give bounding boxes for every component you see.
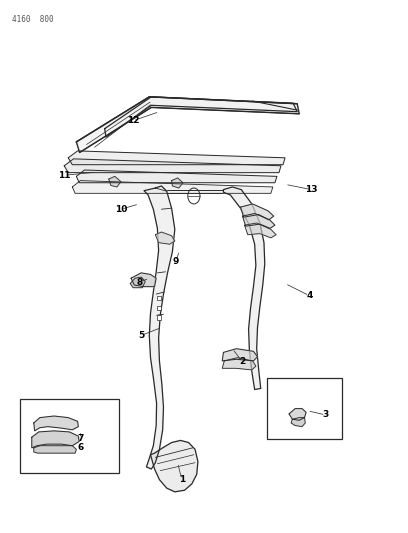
Text: 6: 6 [77, 443, 84, 453]
Bar [267, 378, 342, 439]
Polygon shape [222, 358, 256, 370]
Polygon shape [242, 214, 275, 228]
Text: 9: 9 [173, 257, 179, 265]
Polygon shape [68, 151, 285, 165]
Text: 7: 7 [77, 434, 84, 443]
Text: 11: 11 [58, 171, 71, 180]
Text: 3: 3 [322, 410, 329, 419]
Text: 1: 1 [179, 475, 185, 484]
Text: 2: 2 [239, 358, 246, 367]
Polygon shape [64, 159, 281, 173]
Polygon shape [151, 440, 198, 492]
Bar [157, 306, 161, 310]
Text: 4160  800: 4160 800 [11, 14, 53, 23]
Text: 13: 13 [305, 185, 318, 194]
Polygon shape [76, 170, 277, 183]
Polygon shape [105, 97, 297, 137]
Polygon shape [72, 181, 273, 193]
Polygon shape [155, 232, 175, 244]
Polygon shape [32, 431, 79, 448]
Polygon shape [291, 418, 305, 426]
Polygon shape [144, 186, 175, 469]
Polygon shape [222, 349, 257, 361]
Polygon shape [131, 273, 156, 287]
Bar [157, 296, 161, 301]
Polygon shape [34, 446, 76, 453]
Text: 10: 10 [115, 205, 127, 214]
Text: 5: 5 [138, 331, 144, 340]
Polygon shape [130, 277, 145, 288]
Polygon shape [34, 416, 78, 431]
Bar [20, 399, 119, 473]
Text: 12: 12 [127, 116, 140, 125]
Bar [157, 316, 161, 319]
Polygon shape [76, 97, 299, 152]
Polygon shape [224, 187, 265, 390]
Polygon shape [172, 178, 183, 188]
Polygon shape [289, 409, 306, 420]
Text: 8: 8 [136, 278, 142, 287]
Polygon shape [240, 204, 274, 220]
Polygon shape [244, 223, 276, 238]
Polygon shape [109, 176, 121, 187]
Text: 4: 4 [306, 291, 313, 300]
